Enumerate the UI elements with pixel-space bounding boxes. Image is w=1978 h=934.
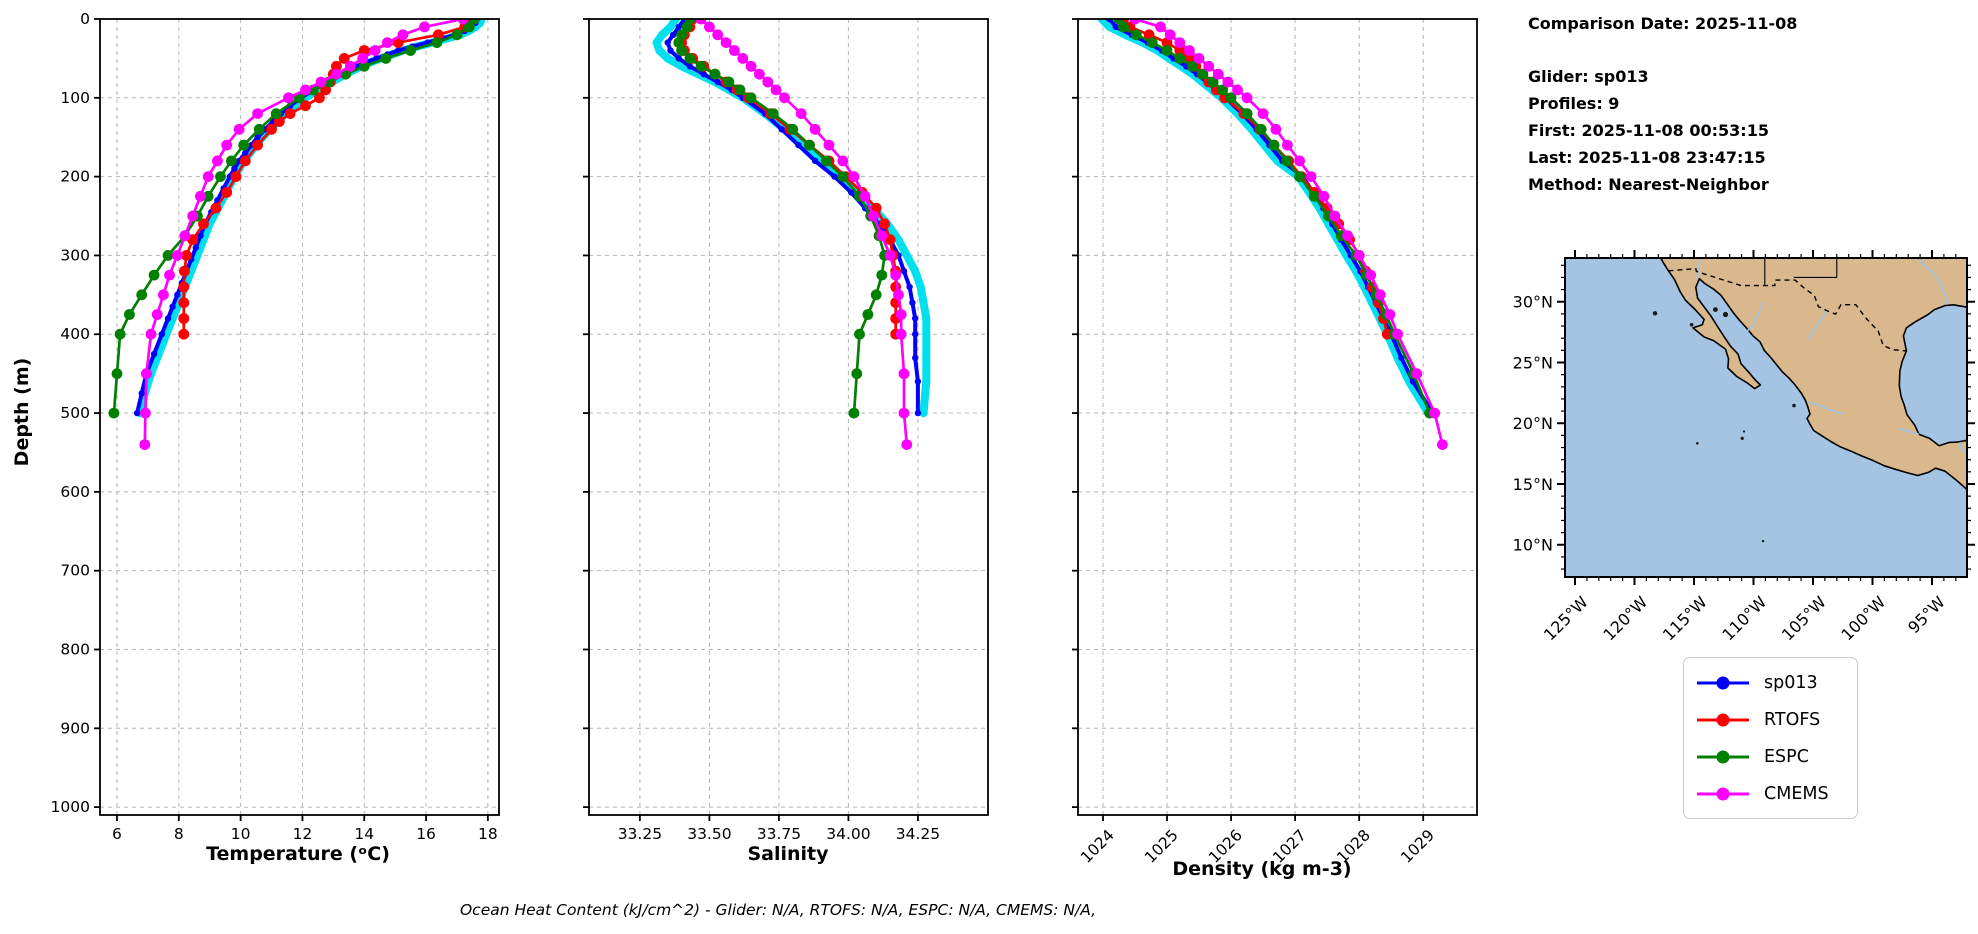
svg-text:100: 100 — [60, 89, 90, 107]
svg-text:900: 900 — [60, 719, 90, 737]
map-lon-label: 110°W — [1718, 592, 1770, 644]
map-river — [1746, 302, 1764, 332]
density-series-ESPC — [1113, 19, 1435, 419]
map-lon-label: 125°W — [1540, 592, 1592, 644]
svg-text:34.00: 34.00 — [826, 825, 870, 843]
temperature-chart: 6 8 10 12 14 16 18 0 100 200 300 400 500 600 700 800 900… — [51, 10, 500, 843]
map-lat-label: 25°N — [1513, 353, 1553, 372]
method-text: Method: Nearest-Neighbor — [1528, 175, 1769, 194]
density-series-sp013 — [1106, 19, 1437, 417]
salinity-series-ESPC — [673, 19, 890, 419]
map-lon-label: 115°W — [1659, 592, 1711, 644]
svg-text:16: 16 — [416, 825, 436, 843]
legend-item-RTOFS: RTOFS — [1694, 701, 1857, 738]
svg-text:33.25: 33.25 — [618, 825, 662, 843]
legend-label: ESPC — [1764, 746, 1809, 767]
map-lon-label: 105°W — [1778, 592, 1830, 644]
svg-text:33.50: 33.50 — [687, 825, 731, 843]
svg-text:1024: 1024 — [1077, 826, 1118, 867]
salinity-chart: 33.25 33.50 33.75 34.00 34.25 — [583, 18, 989, 843]
comparison-date-text: Comparison Date: 2025-11-08 — [1528, 14, 1798, 33]
density-chart: 1024 1025 1026 1027 1028 1029 — [1072, 18, 1478, 867]
svg-text:1029: 1029 — [1397, 826, 1438, 867]
map-us-mexico-border — [1668, 267, 1907, 352]
svg-text:8: 8 — [174, 825, 184, 843]
temperature-series-sp013 — [133, 19, 481, 417]
svg-text:34.25: 34.25 — [896, 825, 940, 843]
info-panel: Comparison Date: 2025-11-08 Glider: sp01… — [1528, 10, 1797, 198]
density-series-glider-profiles — [1097, 19, 1433, 418]
location-map: 125°W 120°W 115°W 110°W 105°W 100°W 95°W 30°N 25… — [1513, 250, 1975, 644]
legend-item-CMEMS: CMEMS — [1694, 775, 1857, 812]
legend-label: sp013 — [1764, 672, 1818, 693]
map-lon-label: 100°W — [1837, 592, 1889, 644]
map-lon-label: 95°W — [1904, 592, 1949, 637]
svg-text:12: 12 — [293, 825, 313, 843]
profiles-text: Profiles: 9 — [1528, 94, 1620, 113]
glider-text: Glider: sp013 — [1528, 67, 1649, 86]
ocean-heat-content-footer: Ocean Heat Content (kJ/cm^2) - Glider: N… — [459, 901, 1097, 919]
salinity-axis-label: Salinity — [747, 843, 829, 865]
map-lat-label: 15°N — [1513, 475, 1553, 494]
map-island — [1722, 311, 1729, 318]
map-island — [1792, 403, 1796, 408]
temperature-series-RTOFS — [178, 19, 477, 340]
map-river — [1696, 258, 1702, 279]
legend-line-marker-icon — [1697, 750, 1749, 763]
map-lon-label: 120°W — [1599, 592, 1651, 644]
svg-text:10: 10 — [231, 825, 251, 843]
density-series-CMEMS — [1129, 19, 1448, 450]
last-profile-text: Last: 2025-11-08 23:47:15 — [1528, 148, 1766, 167]
svg-text:14: 14 — [354, 825, 374, 843]
map-river — [1808, 310, 1828, 340]
map-river — [1807, 401, 1843, 415]
svg-text:700: 700 — [60, 562, 90, 580]
temperature-axis-label: Temperature (ᵒC) — [206, 843, 390, 865]
svg-text:500: 500 — [60, 404, 90, 422]
svg-text:800: 800 — [60, 640, 90, 658]
map-lat-label: 20°N — [1513, 414, 1553, 433]
svg-text:33.75: 33.75 — [757, 825, 801, 843]
svg-text:200: 200 — [60, 168, 90, 186]
map-river — [1959, 442, 1967, 456]
map-island — [1761, 539, 1765, 543]
svg-text:0: 0 — [80, 10, 90, 28]
salinity-series-sp013 — [664, 19, 922, 417]
salinity-series-glider-profiles — [652, 19, 931, 418]
map-lat-label: 30°N — [1513, 293, 1553, 312]
legend-line-marker-icon — [1697, 676, 1749, 689]
map-river — [1898, 427, 1920, 435]
svg-text:300: 300 — [60, 246, 90, 264]
legend-label: CMEMS — [1764, 783, 1829, 804]
map-lat-label: 10°N — [1513, 536, 1553, 555]
legend-item-ESPC: ESPC — [1694, 738, 1857, 775]
map-island — [1740, 436, 1744, 440]
legend-label: RTOFS — [1764, 709, 1821, 730]
legend-item-sp013: sp013 — [1694, 664, 1857, 701]
density-axis-label: Density (kg m-3) — [1172, 858, 1352, 880]
map-island — [1742, 430, 1746, 433]
legend-box: sp013 RTOFS ESPC CMEMS — [1683, 657, 1858, 819]
temperature-series-ESPC — [108, 19, 480, 419]
map-island — [1713, 307, 1718, 312]
first-profile-text: First: 2025-11-08 00:53:15 — [1528, 121, 1769, 140]
svg-text:6: 6 — [112, 825, 122, 843]
legend-line-marker-icon — [1697, 713, 1749, 726]
temperature-series-CMEMS — [139, 19, 469, 450]
svg-text:1000: 1000 — [51, 798, 90, 816]
salinity-series-CMEMS — [695, 19, 913, 450]
map-island — [1696, 442, 1699, 445]
svg-text:400: 400 — [60, 325, 90, 343]
map-island — [1652, 311, 1658, 316]
legend-line-marker-icon — [1697, 787, 1749, 800]
svg-text:600: 600 — [60, 483, 90, 501]
map-land — [1659, 258, 1967, 491]
svg-text:18: 18 — [478, 825, 498, 843]
map-river — [1917, 258, 1948, 305]
map-island — [1689, 323, 1694, 327]
depth-axis-label: Depth (m) — [11, 357, 33, 467]
